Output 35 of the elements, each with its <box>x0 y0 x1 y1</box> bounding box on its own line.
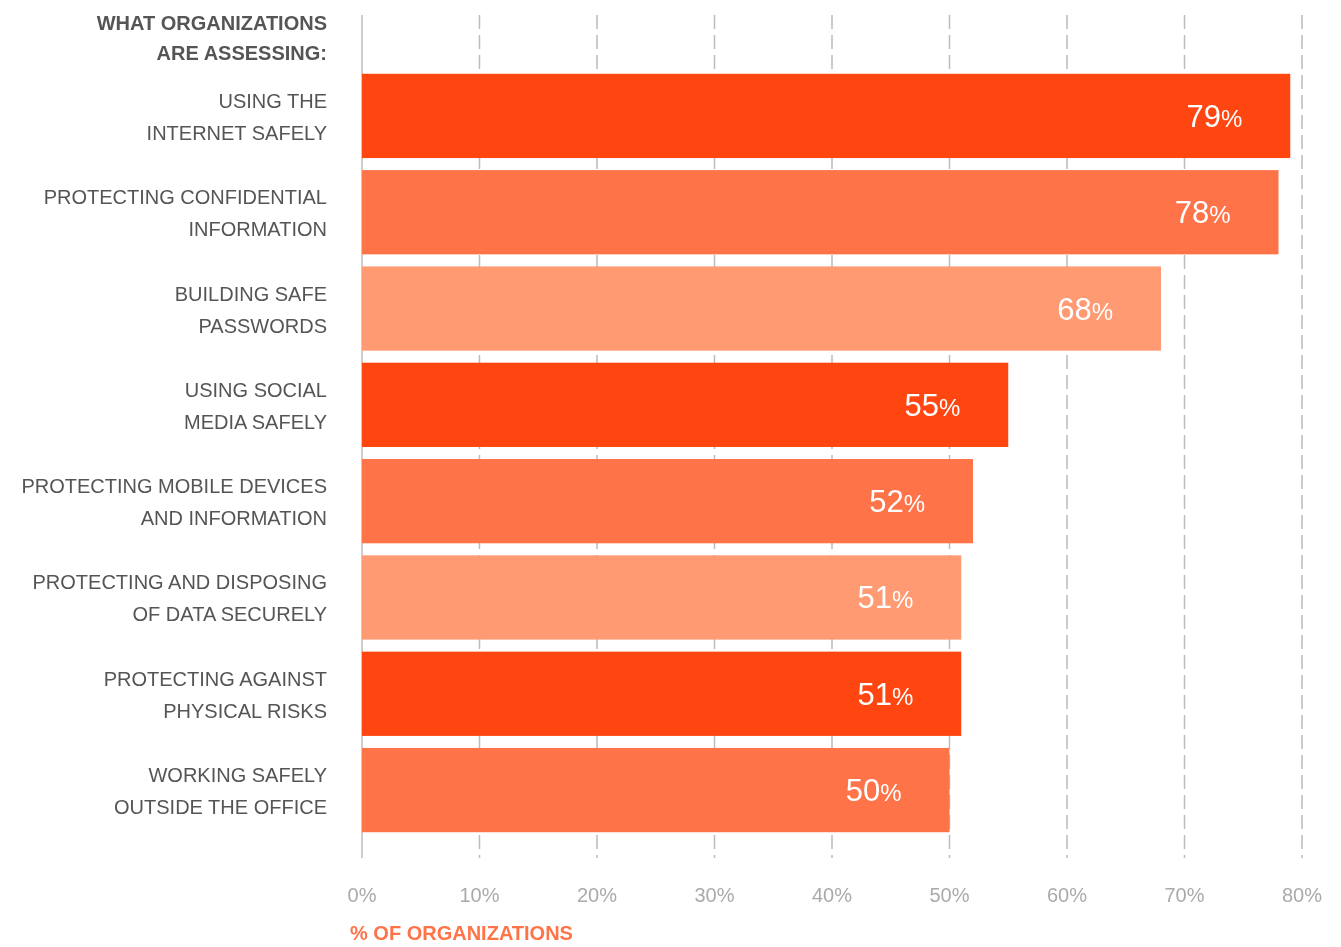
bar <box>362 459 973 544</box>
x-tick-label: 40% <box>811 884 853 906</box>
data-label: 52% <box>869 484 925 520</box>
x-tick-label: 80% <box>1281 884 1323 906</box>
bar <box>362 651 962 736</box>
data-label: 79% <box>1186 98 1243 134</box>
x-tick-label: 50% <box>929 884 970 906</box>
y-tick-label: PROTECTING CONFIDENTIAL INFORMATION <box>43 186 327 241</box>
data-label: 50% <box>845 773 902 809</box>
y-tick-label: USING SOCIAL MEDIA SAFELY <box>183 378 327 433</box>
bar <box>362 170 1279 255</box>
y-tick-label: WORKING SAFELY OUTSIDE THE OFFICE <box>114 764 327 819</box>
x-tick-label: 30% <box>694 884 735 906</box>
data-label: 78% <box>1174 195 1231 231</box>
bar <box>362 362 1009 447</box>
y-tick-label: BUILDING SAFE PASSWORDS <box>174 282 327 337</box>
bar <box>362 555 962 640</box>
bar <box>362 747 950 833</box>
data-label: 55% <box>904 387 961 423</box>
x-axis-title: % OF ORGANIZATIONS <box>350 922 573 944</box>
bar <box>362 73 1291 159</box>
y-tick-label: PROTECTING MOBILE DEVICES AND INFORMATION <box>21 475 327 530</box>
y-axis-title: WHAT ORGANIZATIONS ARE ASSESSING: <box>96 12 327 64</box>
data-label: 68% <box>1057 291 1113 327</box>
data-label: 51% <box>857 676 914 712</box>
x-tick-label: 60% <box>1046 884 1088 906</box>
x-tick-label: 10% <box>459 884 500 906</box>
y-tick-label: PROTECTING AND DISPOSING OF DATA SECURELY <box>32 571 327 626</box>
x-tick-label: 0% <box>347 884 377 906</box>
y-tick-label: PROTECTING AGAINST PHYSICAL RISKS <box>103 667 327 722</box>
x-tick-label: 70% <box>1164 884 1205 906</box>
bar <box>362 266 1161 351</box>
y-tick-label: USING THE INTERNET SAFELY <box>146 89 327 144</box>
x-tick-label: 20% <box>576 884 618 906</box>
data-label: 51% <box>857 580 914 616</box>
